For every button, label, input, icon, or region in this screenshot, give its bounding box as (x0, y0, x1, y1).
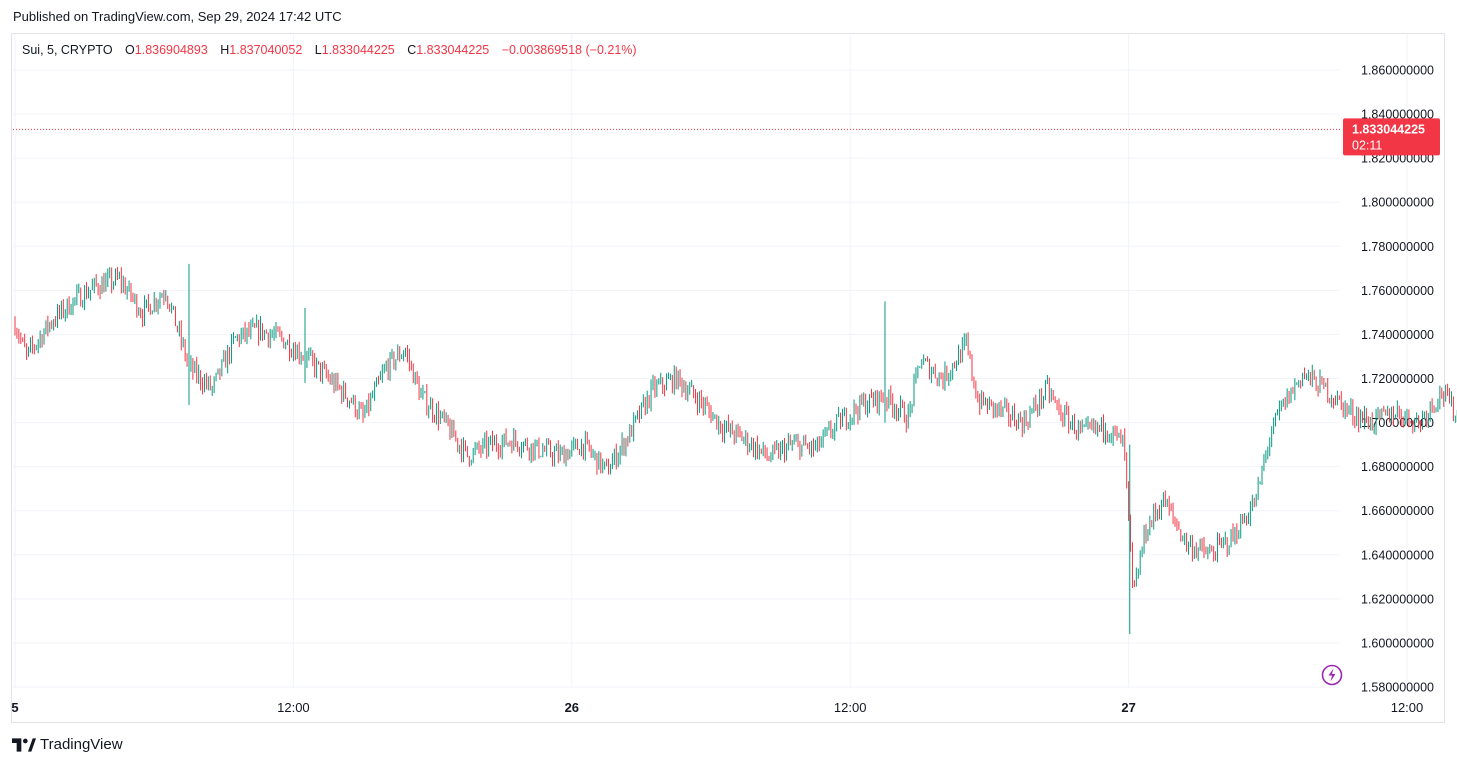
x-tick-label: 26 (565, 700, 579, 715)
y-tick-label: 1.720000000 (1361, 372, 1434, 386)
y-tick-label: 1.840000000 (1361, 108, 1434, 122)
brand-name: TradingView (40, 736, 123, 753)
ohlc-legend: Sui, 5, CRYPTO O1.836904893 H1.837040052… (22, 43, 637, 57)
open-label: O (125, 43, 135, 57)
chart-frame (11, 33, 1445, 723)
x-tick-label: 12:00 (1391, 700, 1424, 715)
y-tick-label: 1.640000000 (1361, 548, 1434, 562)
close-value: 1.833044225 (416, 43, 490, 57)
x-tick-label: 12:00 (834, 700, 867, 715)
high-label: H (220, 43, 230, 57)
price-tag-value: 1.833044225 (1352, 122, 1425, 136)
y-tick-label: 1.680000000 (1361, 460, 1434, 474)
open-value: 1.836904893 (134, 43, 208, 57)
y-tick-label: 1.760000000 (1361, 284, 1434, 298)
x-tick-label: 27 (1121, 700, 1135, 715)
change-value: −0.003869518 (−0.21%) (501, 43, 637, 57)
y-tick-label: 1.700000000 (1361, 416, 1434, 430)
y-tick-label: 1.800000000 (1361, 196, 1434, 210)
candles (14, 267, 1457, 588)
tradingview-logo-icon (12, 737, 36, 752)
y-tick-label: 1.780000000 (1361, 240, 1434, 254)
y-tick-label: 1.580000000 (1361, 681, 1434, 695)
low-label: L (314, 43, 322, 57)
x-tick-label: 5 (11, 700, 18, 715)
x-tick-label: 12:00 (277, 700, 310, 715)
y-tick-label: 1.600000000 (1361, 636, 1434, 650)
price-tag (1343, 118, 1440, 156)
flash-icon[interactable] (1320, 663, 1344, 687)
symbol-label: Sui, 5, CRYPTO (22, 43, 113, 57)
y-tick-label: 1.740000000 (1361, 328, 1434, 342)
high-value: 1.837040052 (229, 43, 303, 57)
footer-brand[interactable]: TradingView (12, 736, 123, 753)
price-tag-countdown: 02:11 (1352, 138, 1382, 152)
close-label: C (407, 43, 417, 57)
y-tick-label: 1.860000000 (1361, 64, 1434, 78)
published-note: Published on TradingView.com, Sep 29, 20… (13, 9, 342, 24)
y-tick-label: 1.620000000 (1361, 592, 1434, 606)
y-tick-label: 1.660000000 (1361, 504, 1434, 518)
low-value: 1.833044225 (321, 43, 395, 57)
